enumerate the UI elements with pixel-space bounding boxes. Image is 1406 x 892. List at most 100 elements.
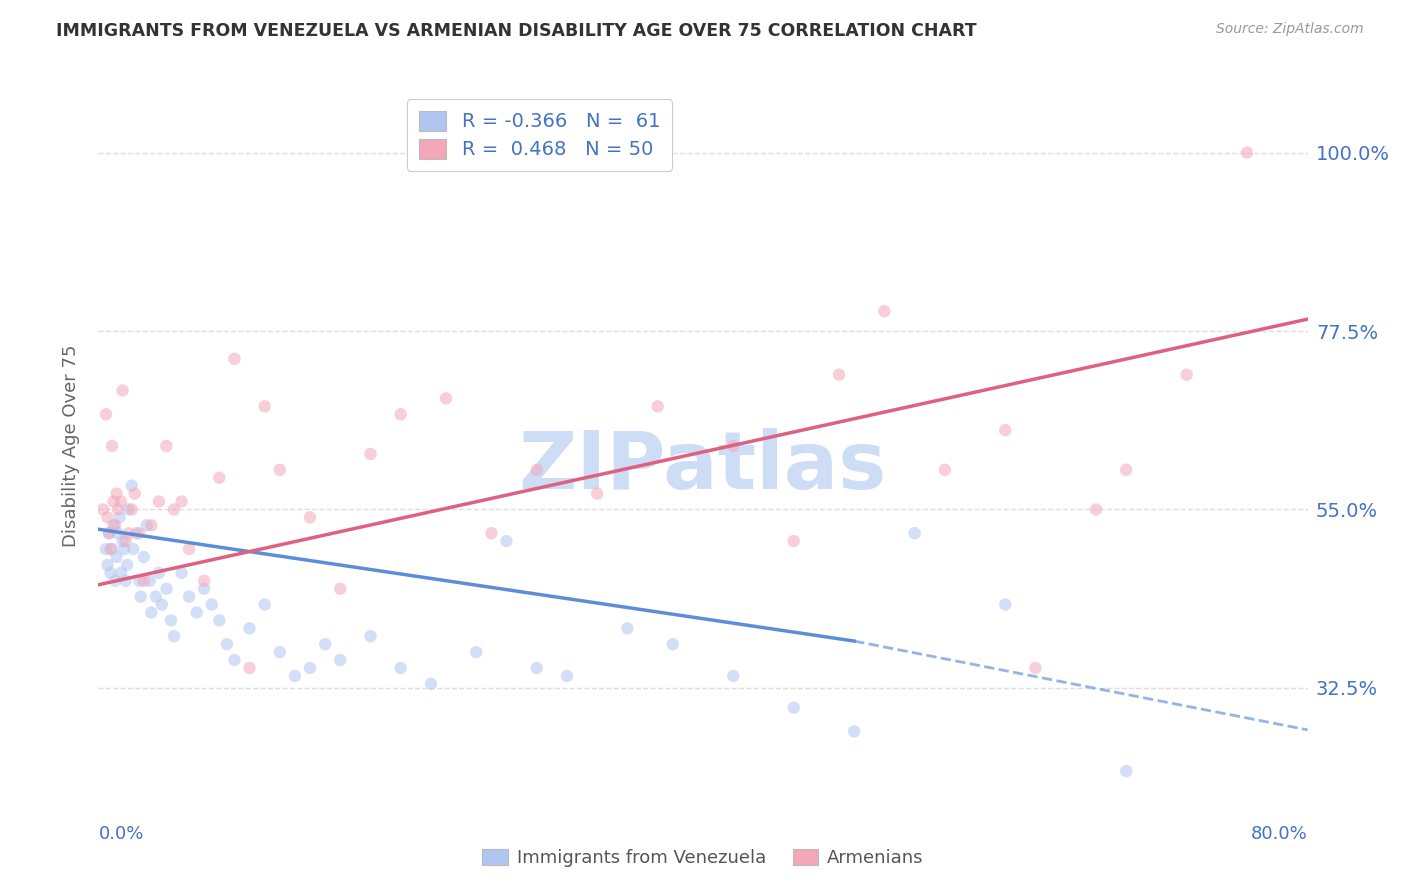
Point xyxy=(100,542,122,557)
Point xyxy=(208,471,231,485)
Point xyxy=(360,629,382,643)
Point xyxy=(111,384,134,398)
Point xyxy=(104,574,127,588)
Point xyxy=(647,400,669,414)
Point xyxy=(215,637,238,651)
Point xyxy=(135,518,157,533)
Point xyxy=(170,566,193,580)
Point xyxy=(110,494,132,508)
Point xyxy=(1236,145,1258,160)
Point xyxy=(269,645,291,659)
Point xyxy=(96,558,118,572)
Point xyxy=(828,368,851,382)
Text: Source: ZipAtlas.com: Source: ZipAtlas.com xyxy=(1216,22,1364,37)
Point xyxy=(555,669,578,683)
Point xyxy=(122,542,145,557)
Point xyxy=(224,351,246,366)
Point xyxy=(104,518,127,533)
Point xyxy=(586,486,609,500)
Point xyxy=(101,542,124,557)
Point xyxy=(155,582,177,596)
Point xyxy=(389,661,412,675)
Point xyxy=(145,590,167,604)
Point xyxy=(873,304,896,318)
Point xyxy=(94,542,117,557)
Point xyxy=(124,486,146,500)
Point xyxy=(186,606,208,620)
Point xyxy=(179,542,201,557)
Point xyxy=(101,439,124,453)
Text: ZIPatlas: ZIPatlas xyxy=(519,428,887,507)
Point xyxy=(723,439,745,453)
Point xyxy=(994,423,1017,437)
Point xyxy=(132,574,155,588)
Point xyxy=(253,598,276,612)
Point xyxy=(139,574,162,588)
Point xyxy=(783,534,806,549)
Point xyxy=(299,661,322,675)
Legend: Immigrants from Venezuela, Armenians: Immigrants from Venezuela, Armenians xyxy=(475,841,931,874)
Point xyxy=(98,526,121,541)
Point xyxy=(723,669,745,683)
Point xyxy=(125,526,148,541)
Point xyxy=(105,486,128,500)
Point xyxy=(111,534,134,549)
Point xyxy=(495,534,517,549)
Point xyxy=(662,637,685,651)
Point xyxy=(844,724,866,739)
Point xyxy=(141,606,163,620)
Point xyxy=(114,574,136,588)
Point xyxy=(314,637,336,651)
Point xyxy=(98,526,121,541)
Point xyxy=(616,621,638,635)
Point xyxy=(434,392,457,406)
Point xyxy=(224,653,246,667)
Point xyxy=(193,582,215,596)
Point xyxy=(239,621,262,635)
Point xyxy=(904,526,927,541)
Point xyxy=(389,407,412,421)
Point xyxy=(148,566,170,580)
Point xyxy=(284,669,307,683)
Point xyxy=(526,661,548,675)
Point xyxy=(420,677,443,691)
Point xyxy=(465,645,488,659)
Point xyxy=(128,526,150,541)
Point xyxy=(108,510,131,524)
Point xyxy=(105,549,128,564)
Point xyxy=(163,629,186,643)
Text: 0.0%: 0.0% xyxy=(98,825,143,843)
Point xyxy=(1175,368,1198,382)
Text: 80.0%: 80.0% xyxy=(1251,825,1308,843)
Y-axis label: Disability Age Over 75: Disability Age Over 75 xyxy=(62,344,80,548)
Point xyxy=(94,407,117,421)
Point xyxy=(329,582,352,596)
Point xyxy=(1115,463,1137,477)
Point xyxy=(160,614,183,628)
Point xyxy=(91,502,114,516)
Point xyxy=(103,518,125,533)
Point xyxy=(118,526,141,541)
Point xyxy=(100,566,122,580)
Point xyxy=(129,590,152,604)
Point xyxy=(208,614,231,628)
Legend: R = -0.366   N =  61, R =  0.468   N = 50: R = -0.366 N = 61, R = 0.468 N = 50 xyxy=(408,99,672,171)
Point xyxy=(121,502,143,516)
Point xyxy=(994,598,1017,612)
Point xyxy=(526,463,548,477)
Point xyxy=(132,549,155,564)
Point xyxy=(107,526,129,541)
Point xyxy=(128,574,150,588)
Point xyxy=(110,566,132,580)
Point xyxy=(481,526,503,541)
Point xyxy=(201,598,224,612)
Point xyxy=(112,542,135,557)
Point xyxy=(1085,502,1108,516)
Point xyxy=(783,700,806,714)
Point xyxy=(299,510,322,524)
Point xyxy=(179,590,201,604)
Point xyxy=(148,494,170,508)
Point xyxy=(360,447,382,461)
Point xyxy=(170,494,193,508)
Point xyxy=(269,463,291,477)
